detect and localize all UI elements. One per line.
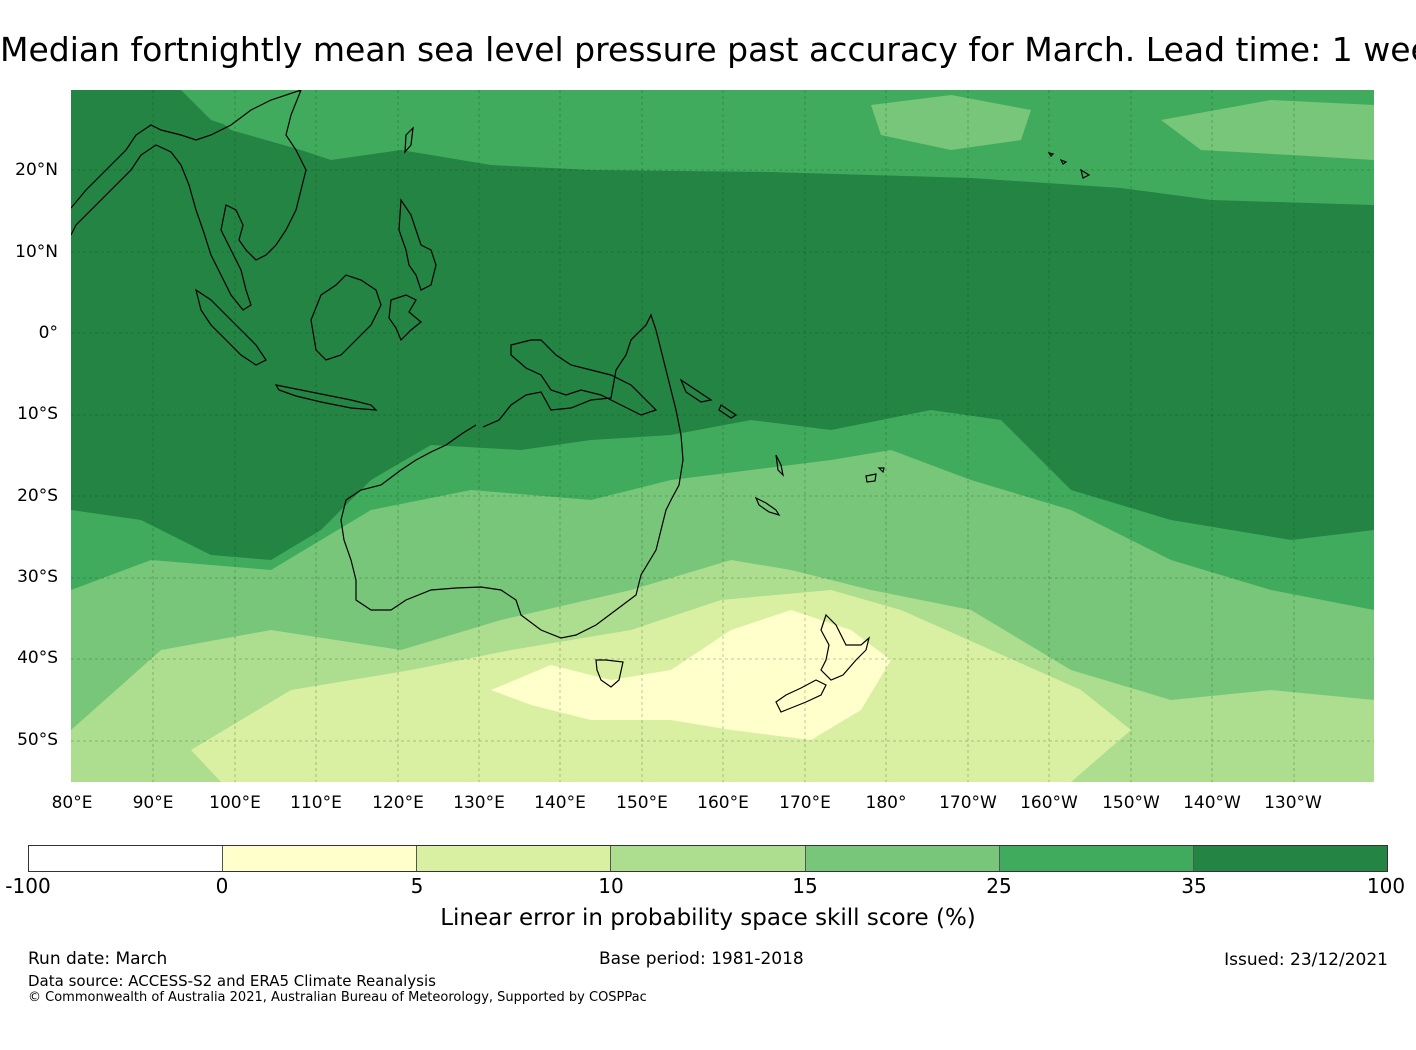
data-source: Data source: ACCESS-S2 and ERA5 Climate …: [28, 972, 436, 990]
coast-java: [274, 384, 378, 411]
colorbar-segment-10-15: [611, 846, 806, 871]
graticule: [71, 90, 1374, 782]
lon-label-170w: 170°W: [939, 793, 997, 813]
lat-label-20s: 20°S: [17, 486, 58, 506]
colorbar-segment-35-100: [1193, 846, 1387, 871]
coast-new-caledonia: [754, 496, 781, 517]
coast-sumatra: [195, 288, 267, 366]
lat-label-10n: 10°N: [15, 242, 58, 262]
coast-sulawesi: [388, 294, 422, 342]
lon-label-150w: 150°W: [1102, 793, 1160, 813]
lat-label-40s: 40°S: [17, 648, 58, 668]
lon-label-170e: 170°E: [779, 793, 831, 813]
lon-label-150e: 150°E: [616, 793, 668, 813]
colorbar-tick: 15: [792, 874, 818, 898]
skill-score-map: [71, 90, 1374, 782]
lon-label-130e: 130°E: [453, 793, 505, 813]
lat-label-10s: 10°S: [17, 404, 58, 424]
lon-label-140w: 140°W: [1183, 793, 1241, 813]
band-25-35-north-patch: [181, 90, 431, 150]
lon-label-80e: 80°E: [51, 793, 93, 813]
coastlines: [71, 90, 1091, 713]
colorbar-tick: 100: [1366, 874, 1406, 898]
colorbar-segment-5-10: [417, 846, 612, 871]
coast-solomons: [679, 378, 738, 419]
colorbar: [28, 845, 1388, 872]
coast-new-zealand-north: [820, 613, 871, 681]
colorbar-tick: 10: [598, 874, 624, 898]
lat-label-30s: 30°S: [17, 567, 58, 587]
coast-vanuatu: [775, 454, 784, 477]
coast-taiwan: [404, 126, 414, 154]
colorbar-label: Linear error in probability space skill …: [440, 905, 976, 931]
lat-label-20n: 20°N: [15, 160, 58, 180]
coast-new-guinea: [510, 339, 658, 416]
colorbar-segment-neg100-0: [29, 846, 224, 871]
coast-australia: [340, 313, 684, 639]
lon-label-120e: 120°E: [372, 793, 424, 813]
colorbar-tick: 5: [410, 874, 424, 898]
colorbar-segment-0-5: [223, 846, 418, 871]
lon-label-160e: 160°E: [697, 793, 749, 813]
lon-label-140e: 140°E: [534, 793, 586, 813]
lat-label-50s: 50°S: [17, 730, 58, 750]
lat-label-0: 0°: [38, 323, 58, 343]
lon-label-110e: 110°E: [290, 793, 342, 813]
band-15-25-north: [871, 95, 1374, 160]
coast-new-zealand-south: [775, 679, 827, 713]
band-35-100-tropics: [71, 90, 1374, 560]
map-canvas: [71, 90, 1374, 782]
lon-label-180: 180°: [865, 793, 907, 813]
lon-label-160w: 160°W: [1020, 793, 1078, 813]
lon-label-130w: 130°W: [1264, 793, 1322, 813]
base-period: Base period: 1981-2018: [599, 949, 804, 969]
colorbar-tick: 0: [215, 874, 229, 898]
colorbar-segment-15-25: [805, 846, 1000, 871]
issued-date: Issued: 23/12/2021: [1224, 950, 1388, 970]
coast-tasmania: [595, 659, 624, 688]
lon-label-100e: 100°E: [209, 793, 261, 813]
lon-label-90e: 90°E: [132, 793, 174, 813]
copyright: © Commonwealth of Australia 2021, Austra…: [28, 990, 647, 1005]
colorbar-segment-25-35: [999, 846, 1194, 871]
colorbar-tick: 35: [1181, 874, 1207, 898]
coast-philippines: [398, 198, 437, 291]
coast-fiji: [865, 467, 885, 483]
coast-hawaii: [1047, 152, 1091, 179]
coast-se-asia-mainland: [71, 90, 307, 311]
coast-borneo: [310, 274, 382, 361]
colorbar-tick: -100: [5, 874, 51, 898]
chart-title: Median fortnightly mean sea level pressu…: [0, 30, 1416, 69]
run-date: Run date: March: [28, 949, 168, 969]
colorbar-tick: 25: [986, 874, 1012, 898]
